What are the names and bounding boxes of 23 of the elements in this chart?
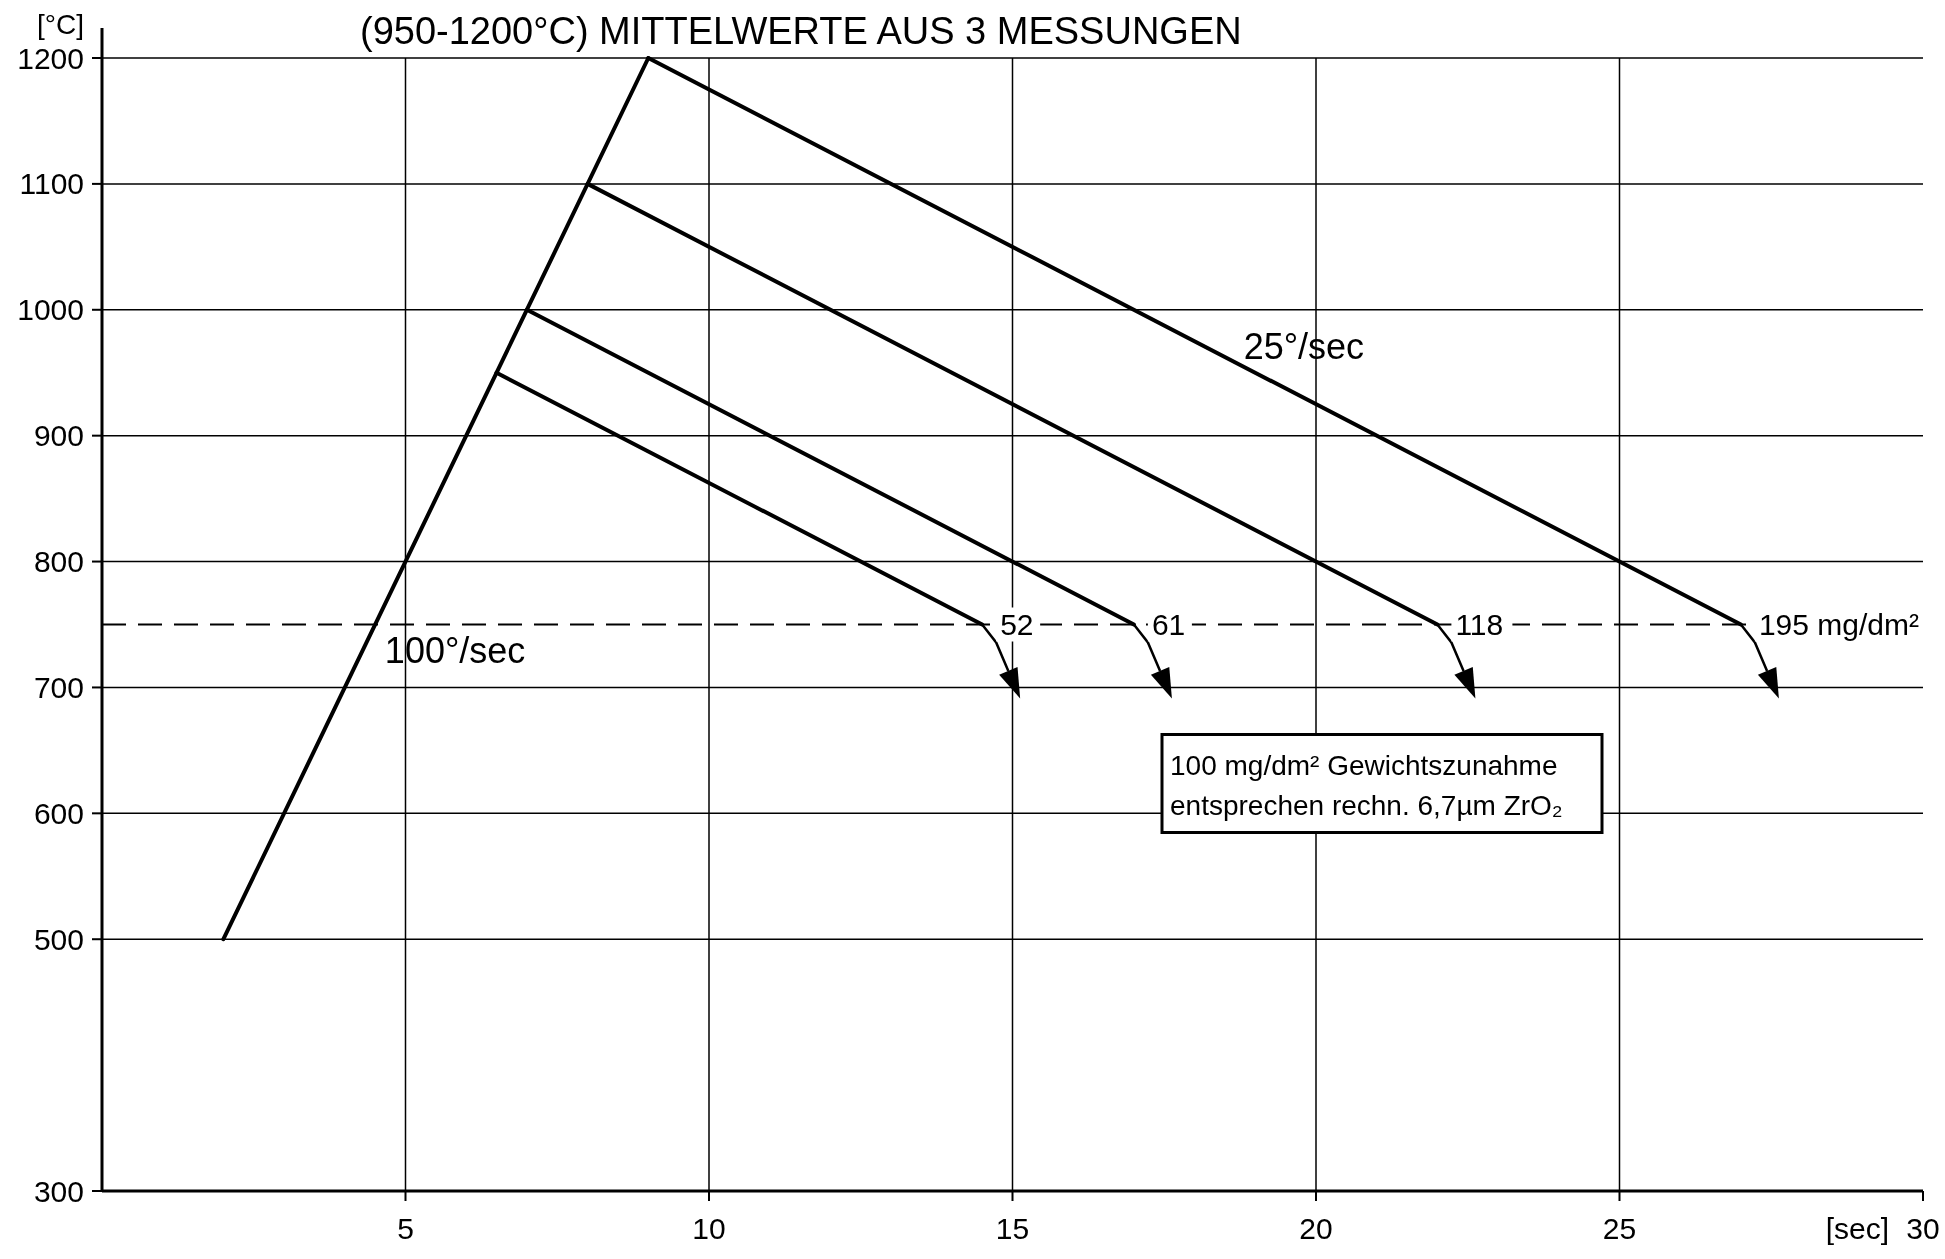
annotation: 100 mg/dm² Gewichtszunahme entsprechen rechn. 6,7µm ZrO₂ [1170,749,1563,821]
y-tick-label: 700 [33,670,84,704]
x-tick-label: 30 [1906,1212,1940,1245]
annotation: 118 [1455,608,1504,641]
x-tick-label: 5 [397,1212,414,1245]
x-tick-label: 20 [1299,1212,1333,1245]
y-tick-label: 800 [33,545,84,579]
x-axis-title: [sec] [1825,1212,1889,1245]
y-tick-label: 1000 [17,293,84,327]
y-tick-label: 1200 [17,41,84,75]
x-tick-label: 15 [995,1212,1030,1245]
x-tick-label: 10 [692,1212,726,1245]
y-tick-label: 900 [33,419,84,453]
y-axis-title: [°C] [37,9,84,40]
x-tick-label: 25 [1602,1212,1637,1245]
y-tick-label: 1100 [19,167,84,201]
y-tick-label: 300 [33,1174,84,1208]
annotation: 195 mg/dm² [1758,608,1919,641]
annotation: 61 [1151,608,1186,641]
y-tick-label: 600 [33,796,84,830]
chart-title: (950-1200°C) MITTELWERTE AUS 3 MESSUNGEN [360,10,1242,52]
annotation: 52 [1000,608,1034,641]
y-tick-label: 500 [33,922,84,956]
